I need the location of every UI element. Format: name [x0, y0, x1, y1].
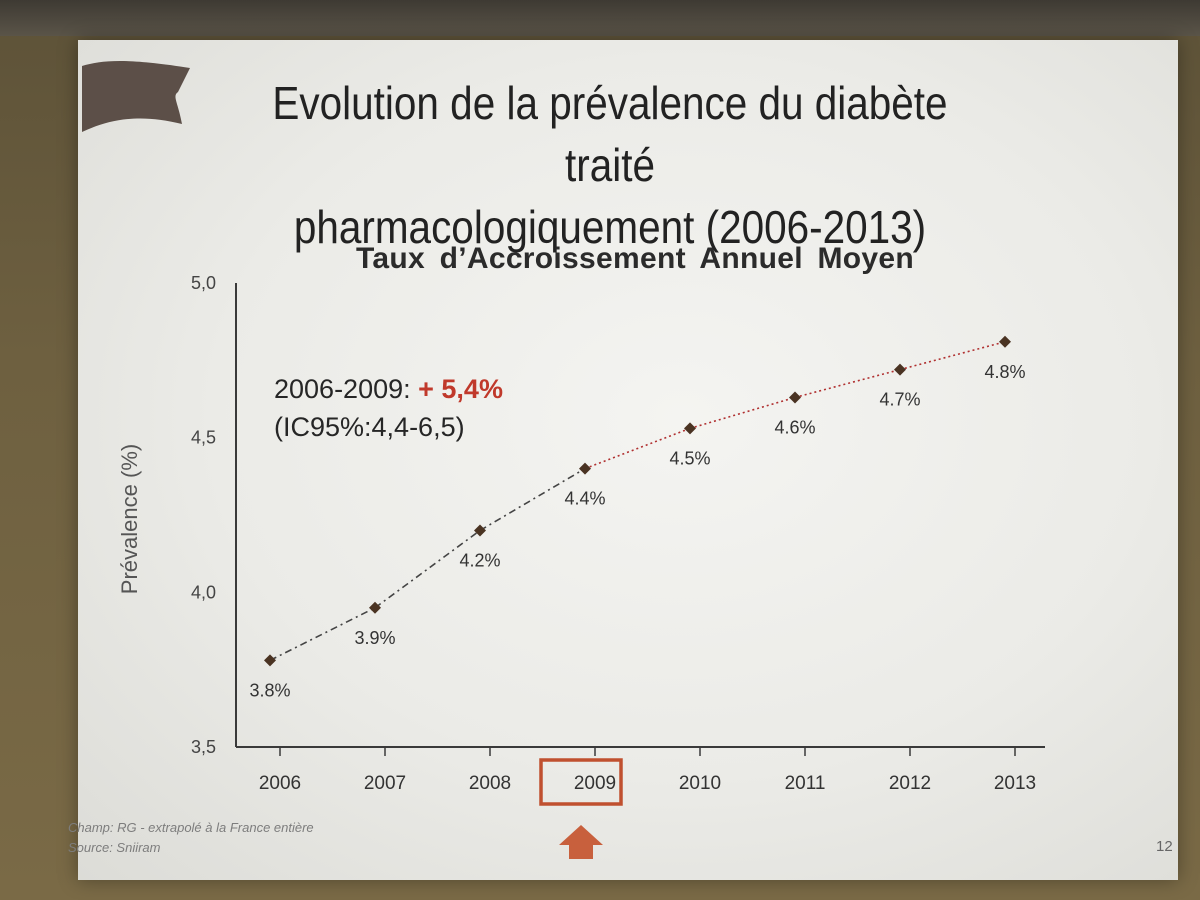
annotation-rate: + 5,4%	[418, 374, 503, 404]
data-label: 4.4%	[564, 489, 605, 509]
slide-title-line-2: pharmacologiquement (2006-2013)	[293, 201, 927, 253]
series-segment	[374, 529, 481, 609]
projector-top-strip	[0, 0, 1200, 36]
series-segment	[689, 396, 796, 430]
footnote-source: Source: Sniiram	[68, 840, 161, 855]
data-label: 4.8%	[984, 362, 1025, 382]
data-label: 4.6%	[774, 417, 815, 437]
slide-title: Evolution de la prévalence du diabète tr…	[223, 72, 997, 258]
y-tick-label: 3,5	[191, 737, 216, 757]
data-point-marker	[474, 524, 486, 537]
x-tick-label: 2013	[994, 773, 1036, 794]
x-tick-label: 2009	[574, 773, 616, 794]
data-point-marker	[264, 654, 276, 667]
data-label: 4.5%	[669, 448, 710, 468]
flag-icon	[82, 61, 190, 132]
data-point-marker	[999, 335, 1011, 348]
annotation-ci: (IC95%:4,4-6,5)	[274, 412, 465, 442]
page-number: 12	[1156, 838, 1173, 855]
slide	[78, 40, 1178, 880]
data-label: 3.8%	[249, 680, 290, 700]
y-axis-label: Prévalence (%)	[117, 444, 142, 594]
data-point-marker	[684, 422, 696, 435]
highlight-box	[539, 758, 623, 806]
x-tick-label: 2011	[785, 773, 826, 794]
data-label: 3.9%	[354, 628, 395, 648]
data-point-marker	[894, 363, 906, 376]
growth-annotation: 2006-2009: + 5,4% (IC95%:4,4-6,5)	[274, 370, 503, 446]
series-segment	[479, 467, 586, 532]
data-label: 4.7%	[879, 390, 920, 410]
footnote-champ: Champ: RG - extrapolé à la France entièr…	[68, 820, 314, 835]
y-tick-label: 4,5	[191, 428, 216, 448]
y-tick-label: 5,0	[191, 273, 216, 293]
x-tick-label: 2006	[259, 773, 301, 794]
x-tick-label: 2010	[679, 773, 721, 794]
slide-title-line-1: Evolution de la prévalence du diabète tr…	[272, 77, 948, 191]
x-tick-label: 2007	[364, 773, 406, 794]
data-label: 4.2%	[459, 550, 500, 570]
series-segment	[899, 341, 1006, 371]
series-segment	[794, 368, 901, 399]
data-point-marker	[369, 601, 381, 614]
x-tick-label: 2012	[889, 773, 931, 794]
data-point-marker	[789, 391, 801, 404]
chart-title: Taux d’Accroissement Annuel Moyen	[355, 242, 914, 275]
annotation-period: 2006-2009:	[274, 374, 411, 404]
series-segment	[269, 607, 376, 662]
x-tick-label: 2008	[469, 773, 511, 794]
y-tick-label: 4,0	[191, 582, 216, 602]
data-point-marker	[579, 462, 591, 475]
series-segment	[584, 427, 691, 470]
up-arrow-icon	[559, 825, 603, 859]
